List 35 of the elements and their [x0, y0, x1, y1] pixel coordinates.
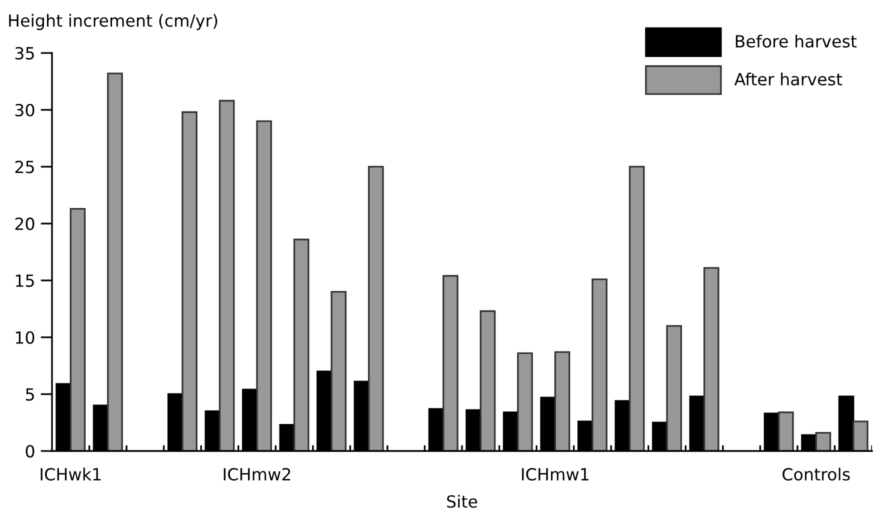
bar — [107, 72, 123, 451]
y-tick-label: 25 — [15, 160, 34, 174]
bar — [592, 278, 608, 451]
bar — [293, 238, 310, 451]
bar — [256, 120, 272, 451]
bar — [628, 166, 645, 451]
y-axis-title: Height increment (cm/yr) — [9, 14, 218, 30]
bar — [480, 310, 496, 451]
x-tick-label: ICHmw2 — [224, 468, 290, 481]
legend-label: After harvest — [734, 72, 842, 86]
y-tick-label: 35 — [15, 46, 34, 60]
bar — [182, 111, 198, 451]
bar — [330, 290, 347, 451]
bar — [442, 275, 458, 451]
bar — [666, 325, 682, 451]
bar — [852, 420, 868, 451]
y-tick-label: 5 — [26, 388, 34, 401]
y-tick-label: 0 — [26, 444, 34, 458]
x-tick-label: ICHmw1 — [522, 468, 588, 481]
y-tick-label: 30 — [15, 104, 34, 116]
bar — [703, 267, 720, 451]
bar — [778, 412, 794, 451]
y-tick-label: 10 — [16, 331, 34, 344]
bar — [554, 351, 570, 451]
y-tick-label: 20 — [15, 218, 34, 230]
x-tick-label: Controls — [782, 468, 850, 481]
bar — [218, 100, 235, 451]
y-tick-label: 15 — [16, 274, 34, 287]
bar — [815, 432, 832, 451]
bar — [517, 352, 533, 451]
x-axis-title: Site — [447, 494, 478, 508]
x-tick-label: ICHwk1 — [40, 468, 101, 481]
legend-label: Before harvest — [736, 34, 857, 48]
bar — [368, 166, 384, 451]
bar — [70, 208, 86, 451]
